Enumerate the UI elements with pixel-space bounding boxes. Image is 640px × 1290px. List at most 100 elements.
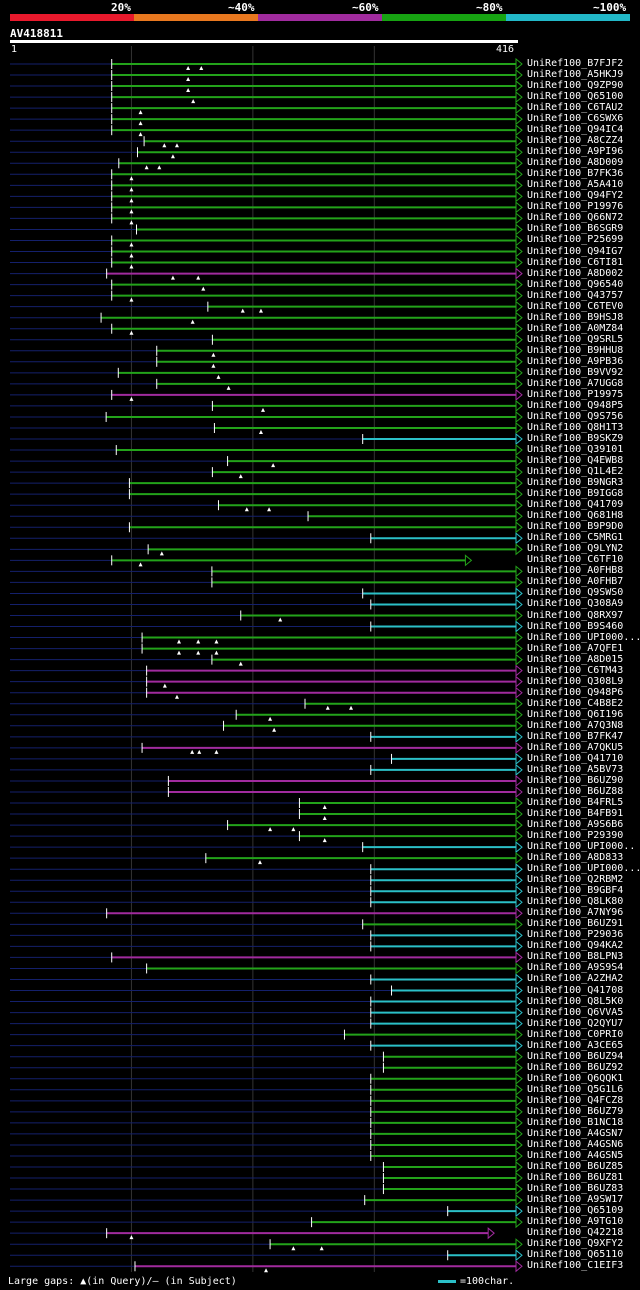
hit-label[interactable]: UniRef100_P29390 [527, 830, 624, 842]
hit-label[interactable]: UniRef100_Q4EWB8 [527, 455, 624, 467]
hit-label[interactable]: UniRef100_B6UZ94 [527, 1050, 624, 1062]
hit-label[interactable]: UniRef100_Q65110 [527, 1249, 624, 1261]
hit-label[interactable]: UniRef100_A7UGG8 [527, 377, 624, 389]
hit-label[interactable]: UniRef100_C0PRI0 [527, 1028, 624, 1040]
hit-label[interactable]: UniRef100_Q948P6 [527, 686, 624, 698]
hit-label[interactable]: UniRef100_B9P9D0 [527, 521, 624, 533]
hit-label[interactable]: UniRef100_C6TEV0 [527, 300, 624, 312]
hit-label[interactable]: UniRef100_A2ZHA2 [527, 973, 624, 985]
hit-label[interactable]: UniRef100_A7QFE1 [527, 642, 624, 654]
hit-label[interactable]: UniRef100_B7FK36 [527, 168, 624, 180]
hit-label[interactable]: UniRef100_A4GSN5 [527, 1149, 624, 1161]
hit-label[interactable]: UniRef100_B6UZ83 [527, 1183, 624, 1195]
hit-label[interactable]: UniRef100_B9S460 [527, 620, 624, 632]
hit-label[interactable]: UniRef100_Q948P5 [527, 399, 624, 411]
hit-label[interactable]: UniRef100_A9PB36 [527, 355, 624, 367]
hit-label[interactable]: UniRef100_B6UZ91 [527, 918, 624, 930]
hit-label[interactable]: UniRef100_Q681H8 [527, 510, 624, 522]
hit-label[interactable]: UniRef100_B6UZ85 [527, 1161, 624, 1172]
hit-label[interactable]: UniRef100_A9PI96 [527, 146, 624, 158]
hit-label[interactable]: UniRef100_Q6VVA5 [527, 1006, 624, 1018]
hit-label[interactable]: UniRef100_C6TF10 [527, 554, 624, 566]
hit-label[interactable]: UniRef100_B9HHU8 [527, 344, 624, 356]
hit-label[interactable]: UniRef100_UPI000.. [527, 841, 636, 853]
hit-label[interactable]: UniRef100_B7FJF2 [527, 58, 624, 69]
hit-label[interactable]: UniRef100_Q9S756 [527, 410, 624, 422]
hit-label[interactable]: UniRef100_Q8L5K0 [527, 995, 624, 1007]
hit-label[interactable]: UniRef100_B4FRL5 [527, 797, 624, 808]
hit-label[interactable]: UniRef100_A5BV73 [527, 763, 624, 775]
hit-label[interactable]: UniRef100_Q8LK80 [527, 896, 624, 908]
hit-label[interactable]: UniRef100_A9TG10 [527, 1216, 624, 1228]
hit-label[interactable]: UniRef100_A4GSN7 [527, 1127, 624, 1139]
hit-label[interactable]: UniRef100_B6UZ81 [527, 1172, 624, 1184]
hit-label[interactable]: UniRef100_A0FHB8 [527, 565, 624, 577]
hit-label[interactable]: UniRef100_A9S6B6 [527, 819, 624, 831]
hit-label[interactable]: UniRef100_A0MZ84 [527, 322, 624, 334]
hit-label[interactable]: UniRef100_Q41709 [527, 499, 624, 511]
hit-label[interactable]: UniRef100_Q5G1L6 [527, 1083, 624, 1095]
hit-label[interactable]: UniRef100_B9VV92 [527, 366, 624, 378]
hit-label[interactable]: UniRef100_B9IGG8 [527, 488, 624, 500]
hit-label[interactable]: UniRef100_B6UZ92 [527, 1061, 624, 1073]
hit-label[interactable]: UniRef100_A4GSN6 [527, 1138, 624, 1150]
hit-label[interactable]: UniRef100_Q9XFY2 [527, 1238, 624, 1250]
hit-label[interactable]: UniRef100_Q94IC4 [527, 124, 624, 136]
hit-label[interactable]: UniRef100_A5HKJ9 [527, 69, 624, 81]
hit-label[interactable]: UniRef100_B9NGR3 [527, 477, 624, 489]
hit-label[interactable]: UniRef100_C4B8E2 [527, 697, 624, 709]
hit-label[interactable]: UniRef100_B1NC18 [527, 1116, 624, 1128]
hit-label[interactable]: UniRef100_Q2QYU7 [527, 1017, 624, 1029]
hit-label[interactable]: UniRef100_Q4FCZ8 [527, 1094, 624, 1106]
hit-label[interactable]: UniRef100_Q2RBM2 [527, 874, 624, 886]
hit-label[interactable]: UniRef100_Q39101 [527, 444, 624, 456]
hit-label[interactable]: UniRef100_Q308A9 [527, 598, 624, 610]
hit-label[interactable]: UniRef100_UPI000... [527, 631, 640, 643]
hit-label[interactable]: UniRef100_B6UZ79 [527, 1105, 624, 1117]
hit-label[interactable]: UniRef100_B6UZ90 [527, 774, 624, 786]
hit-label[interactable]: UniRef100_Q9SRL5 [527, 333, 624, 345]
hit-label[interactable]: UniRef100_A3CE65 [527, 1039, 624, 1051]
hit-label[interactable]: UniRef100_C5MRG1 [527, 532, 624, 544]
hit-label[interactable]: UniRef100_C6TI81 [527, 256, 624, 268]
hit-label[interactable]: UniRef100_B4FB91 [527, 808, 624, 820]
hit-label[interactable]: UniRef100_P25699 [527, 234, 624, 246]
hit-label[interactable]: UniRef100_Q42218 [527, 1227, 624, 1239]
hit-label[interactable]: UniRef100_A8D015 [527, 653, 624, 665]
hit-label[interactable]: UniRef100_Q43757 [527, 289, 624, 301]
hit-label[interactable]: UniRef100_Q6I196 [527, 708, 624, 720]
hit-label[interactable]: UniRef100_P29036 [527, 929, 624, 941]
hit-label[interactable]: UniRef100_Q94FY2 [527, 190, 624, 202]
hit-label[interactable]: UniRef100_C6SWX6 [527, 113, 624, 125]
hit-label[interactable]: UniRef100_Q66N72 [527, 212, 624, 224]
hit-label[interactable]: UniRef100_C1EIF3 [527, 1260, 624, 1272]
hit-label[interactable]: UniRef100_Q1L4E2 [527, 466, 624, 478]
hit-label[interactable]: UniRef100_Q9ZP90 [527, 80, 624, 92]
hit-label[interactable]: UniRef100_Q9SWS0 [527, 587, 624, 599]
hit-label[interactable]: UniRef100_B6SGR9 [527, 223, 624, 235]
hit-label[interactable]: UniRef100_P19976 [527, 201, 624, 213]
hit-label[interactable]: UniRef100_A7QKU5 [527, 741, 624, 753]
hit-label[interactable]: UniRef100_P19975 [527, 388, 624, 400]
hit-label[interactable]: UniRef100_UPI000... [527, 863, 640, 875]
hit-label[interactable]: UniRef100_C6TAU2 [527, 102, 624, 114]
hit-label[interactable]: UniRef100_A9SW17 [527, 1194, 624, 1206]
hit-label[interactable]: UniRef100_B7FK47 [527, 730, 624, 742]
hit-label[interactable]: UniRef100_Q41710 [527, 752, 624, 764]
hit-label[interactable]: UniRef100_A8CZZ4 [527, 135, 624, 147]
hit-label[interactable]: UniRef100_A8D833 [527, 852, 624, 864]
hit-label[interactable]: UniRef100_B9SKZ9 [527, 433, 624, 445]
hit-label[interactable]: UniRef100_A8D002 [527, 267, 624, 279]
hit-label[interactable]: UniRef100_B9HSJ8 [527, 311, 624, 323]
hit-label[interactable]: UniRef100_Q65100 [527, 91, 624, 103]
hit-label[interactable]: UniRef100_B6UZ88 [527, 785, 624, 797]
hit-label[interactable]: UniRef100_A8D009 [527, 157, 624, 169]
hit-label[interactable]: UniRef100_B9GBF4 [527, 885, 624, 897]
hit-label[interactable]: UniRef100_A7Q3N8 [527, 719, 624, 731]
hit-label[interactable]: UniRef100_A9S9S4 [527, 962, 624, 974]
hit-label[interactable]: UniRef100_Q65109 [527, 1205, 624, 1217]
hit-label[interactable]: UniRef100_Q8RX97 [527, 609, 624, 621]
hit-label[interactable]: UniRef100_Q8H1T3 [527, 421, 624, 433]
hit-label[interactable]: UniRef100_Q9LYN2 [527, 543, 624, 555]
hit-label[interactable]: UniRef100_Q94IG7 [527, 245, 624, 257]
